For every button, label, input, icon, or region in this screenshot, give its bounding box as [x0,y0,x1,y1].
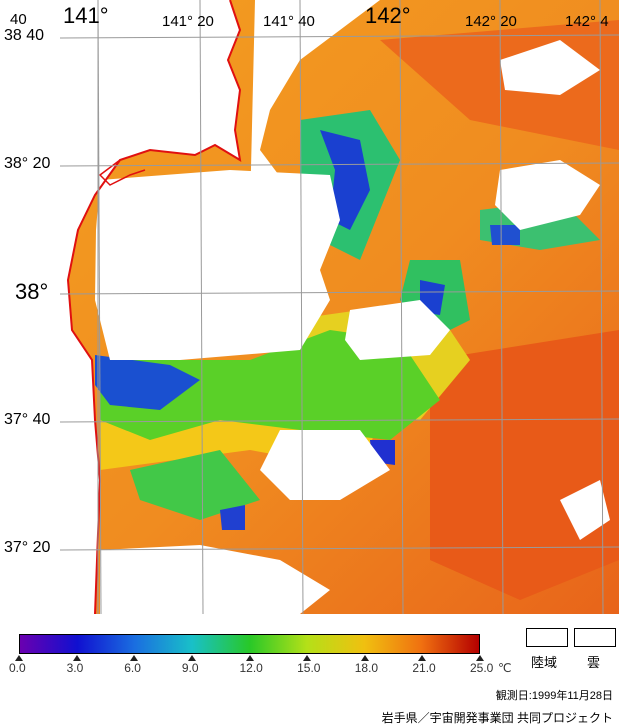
temperature-colorbar [19,634,480,654]
land-area [0,0,240,614]
grid-line-lat [59,162,619,167]
colorbar-tick-mark [245,655,254,661]
colorbar-tick-mark [418,655,427,661]
lon-label: 142° 20 [465,13,517,30]
unit-label: ℃ [498,661,512,675]
colorbar-tick-mark [303,655,312,661]
warm-patch [430,330,619,600]
land-legend-label: 陸域 [531,655,558,670]
land-legend-swatch [526,628,568,647]
colorbar-tick-mark [476,655,484,661]
lat-label: 37° 40 [4,411,51,428]
lon-label: 40 [10,11,27,28]
cloud-mask [560,480,610,540]
grid-line-lon [399,0,404,614]
lat-label: 38° [15,279,49,304]
colorbar-tick-mark [360,655,369,661]
grid-line-lon [199,0,204,614]
cloud-mask [250,0,380,210]
colorbar-tick-label: 21.0 [412,661,436,675]
observation-date: 観測日:1999年11月28日 [495,690,613,702]
cloud-mask [260,430,390,500]
blue-water [490,225,520,245]
blue-water [95,355,200,410]
credit-line: 岩手県／宇宙開発事業団 共同プロジェクト [381,711,613,725]
colorbar-tick-mark [187,655,196,661]
colorbar-tick-label: 25.0 [470,661,494,675]
colorbar-tick-label: 15.0 [297,661,321,675]
grid-line-lat [59,34,619,39]
lon-label: 142° 4 [565,13,609,30]
grid-line-lat [59,546,619,551]
coastline [98,159,146,186]
cloud-legend-label: 雲 [587,655,601,670]
blue-water [220,505,245,530]
lon-label: 141° 40 [263,13,315,30]
colorbar-tick-label: 12.0 [239,661,263,675]
cloud-mask [95,170,340,360]
grid-line-lon [499,0,504,614]
graticule-lines [59,0,619,614]
colorbar-tick-mark [15,655,23,661]
green-water [130,450,260,520]
colorbar-tick-label: 6.0 [124,661,141,675]
cloud-mask [345,300,450,360]
coastline [66,0,242,614]
lon-label: 141° 20 [162,13,214,30]
colorbar-tick-label: 0.0 [9,661,26,675]
colorbar-tick-mark [130,655,139,661]
colorbar-tick-mark [72,655,81,661]
grid-line-lon [599,0,604,614]
lat-label: 38° 20 [4,155,51,172]
cloud-mask [100,545,330,614]
grid-line-lat [59,418,619,423]
sst-map-canvas [0,0,619,614]
green-water [100,330,440,440]
colorbar-tick-label: 3.0 [66,661,84,675]
grid-line-lon [299,0,304,614]
cloud-mask [495,160,600,230]
grid-line-lon [97,0,102,614]
cloud-mask [500,40,600,95]
sea-surface-temperature-map: 40 141° 141° 20 141° 40 142° 142° 20 142… [0,0,619,614]
lat-label: 37° 20 [4,539,51,556]
lon-label: 142° [365,3,411,28]
lat-label: 38 40 [4,27,45,44]
grid-line-lat [59,290,619,295]
colorbar-tick-label: 18.0 [354,661,379,675]
colorbar-tick-label: 9.0 [181,661,199,675]
cloud-legend-swatch [574,628,616,647]
lon-label: 141° [63,3,109,28]
